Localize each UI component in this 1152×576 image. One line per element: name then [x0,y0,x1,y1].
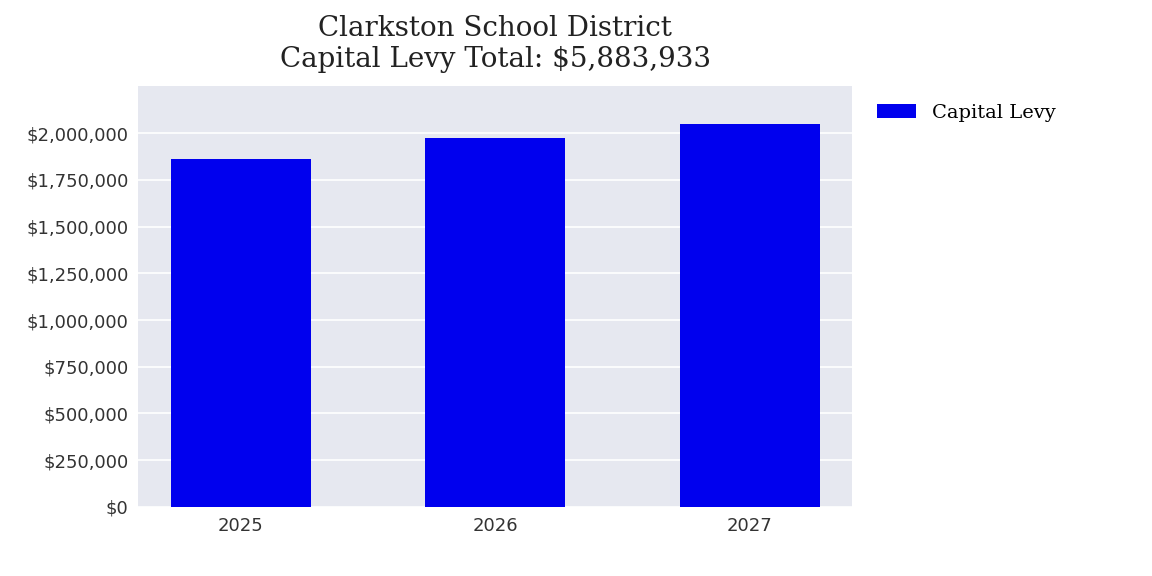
Bar [170,159,311,507]
Bar [680,124,820,507]
Bar [425,138,566,507]
Legend: Capital Levy: Capital Levy [870,96,1063,130]
Title: Clarkston School District
Capital Levy Total: $5,883,933: Clarkston School District Capital Levy T… [280,15,711,73]
